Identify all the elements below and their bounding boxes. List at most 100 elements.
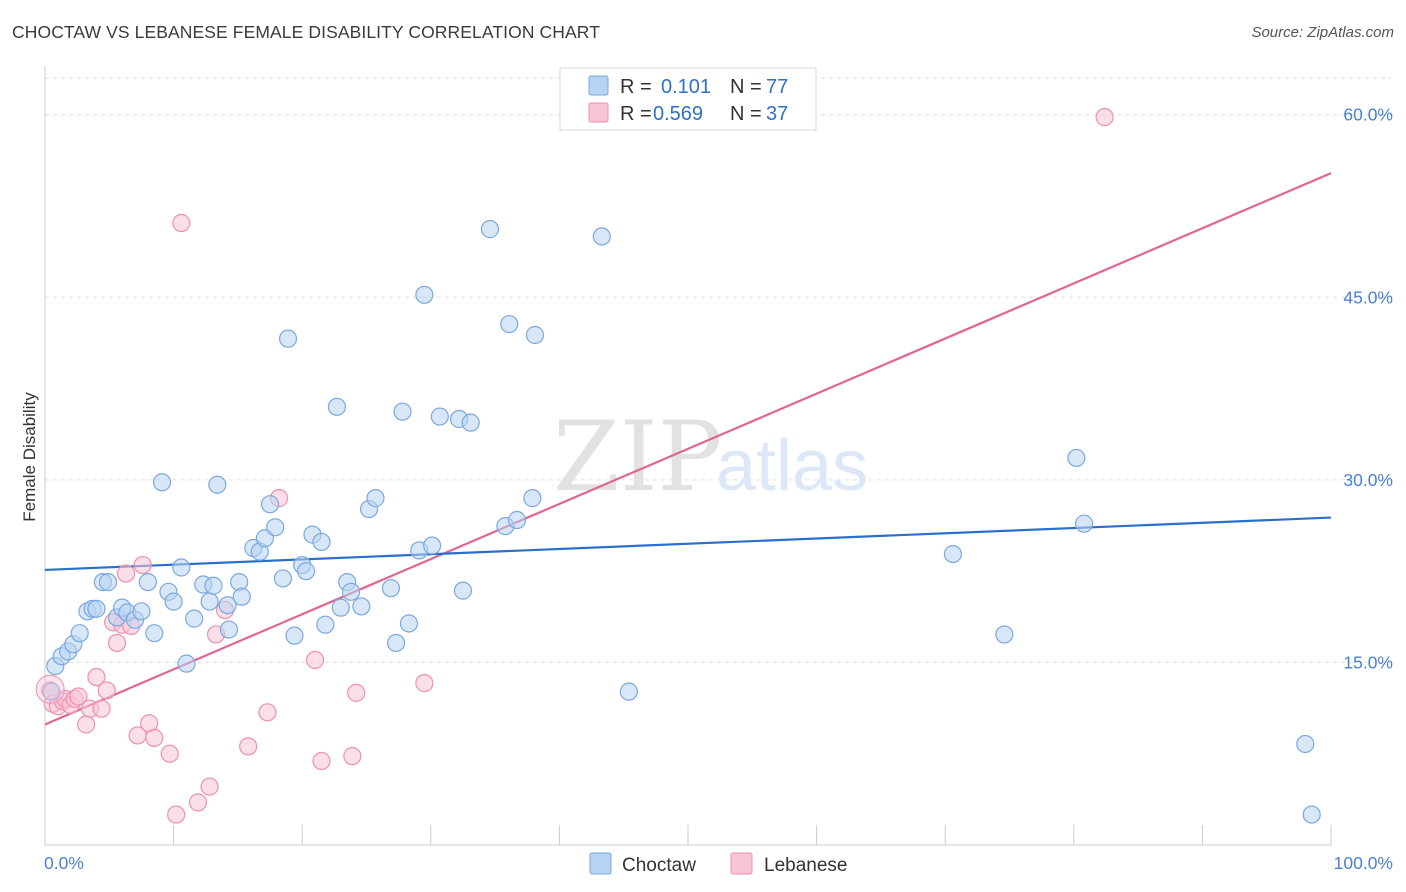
choctaw-point-36 (273, 569, 293, 588)
lebanese-point-25 (188, 793, 208, 812)
choctaw-point-7 (87, 599, 106, 618)
choctaw-point-19 (164, 592, 183, 611)
choctaw-trend-line (44, 516, 1332, 572)
choctaw-point-61 (461, 413, 480, 432)
choctaw-point-54 (399, 614, 419, 633)
trend-lines (44, 172, 1332, 726)
choctaw-point-72 (1067, 448, 1086, 468)
source-label: Source: ZipAtlas.com (1251, 24, 1394, 41)
choctaw-point-38 (285, 626, 304, 645)
choctaw-point-50 (366, 489, 385, 508)
choctaw-point-60 (453, 581, 473, 600)
stats-legend: R = 0.101 N = 77 R = 0.569 N = 37 (559, 67, 817, 131)
lebanese-point-24 (172, 213, 191, 233)
lebanese-point-19 (133, 555, 152, 575)
lebanese-point-10 (87, 667, 106, 687)
choctaw-point-64 (500, 314, 519, 334)
choctaw-point-68 (592, 227, 611, 246)
choctaw-point-62 (480, 220, 500, 239)
lebanese-point-14 (107, 633, 127, 653)
lebanese-r-label: R = (620, 103, 652, 125)
y-tick-label-1: 30.0% (1343, 470, 1393, 490)
choctaw-point-42 (312, 532, 331, 552)
choctaw-point-57 (422, 536, 442, 555)
y-tick-label-3: 60.0% (1343, 105, 1393, 125)
choctaw-point-16 (145, 624, 164, 643)
choctaw-point-37 (278, 329, 298, 348)
choctaw-point-43 (316, 615, 335, 634)
lebanese-n-label: N = (730, 103, 762, 125)
choctaw-point-48 (352, 597, 371, 616)
choctaw-legend-swatch (589, 852, 612, 875)
choctaw-r-label: R = (620, 76, 652, 98)
lebanese-point-30 (258, 703, 277, 722)
choctaw-point-76 (42, 682, 61, 701)
lebanese-point-23 (167, 805, 186, 824)
choctaw-point-34 (260, 495, 280, 514)
lebanese-point-16 (116, 564, 136, 583)
choctaw-point-4 (70, 624, 89, 643)
y-tick-label-2: 45.0% (1343, 287, 1393, 307)
lebanese-n-value: 37 (766, 103, 788, 125)
axes (44, 66, 1332, 846)
lebanese-swatch (588, 102, 609, 123)
lebanese-point-36 (415, 674, 434, 693)
chart-title: CHOCTAW VS LEBANESE FEMALE DISABILITY CO… (12, 22, 600, 42)
choctaw-point-28 (219, 620, 238, 639)
lebanese-point-34 (343, 747, 362, 766)
choctaw-point-20 (172, 558, 191, 577)
lebanese-point-33 (312, 751, 331, 771)
choctaw-point-24 (200, 592, 219, 611)
y-axis-title: Female Disability (20, 392, 39, 522)
choctaw-point-74 (1296, 734, 1315, 754)
lebanese-point-12 (97, 681, 116, 700)
lebanese-point-29 (239, 737, 258, 756)
choctaw-point-51 (381, 579, 401, 598)
choctaw-n-value: 77 (766, 76, 788, 98)
tick-labels: 15.0% 30.0% 45.0% 60.0% 0.0% 100.0% (44, 105, 1393, 873)
lebanese-point-8 (77, 715, 96, 734)
choctaw-r-value: 0.101 (661, 76, 711, 98)
lebanese-point-26 (200, 777, 219, 796)
choctaw-point-71 (995, 625, 1014, 644)
choctaw-point-47 (341, 582, 361, 601)
watermark: ZIP atlas (553, 401, 868, 513)
choctaw-point-9 (98, 572, 118, 592)
lebanese-point-35 (347, 683, 366, 702)
choctaw-point-35 (266, 518, 285, 537)
lebanese-point-11 (92, 699, 111, 718)
choctaw-point-58 (430, 407, 449, 426)
choctaw-point-27 (218, 596, 237, 615)
choctaw-swatch (588, 75, 609, 96)
choctaw-point-69 (619, 682, 638, 701)
choctaw-point-44 (327, 397, 347, 416)
lebanese-trend-line (44, 172, 1332, 726)
choctaw-point-22 (185, 609, 204, 628)
choctaw-point-26 (208, 475, 227, 494)
choctaw-point-53 (393, 402, 412, 421)
choctaw-point-75 (1302, 805, 1321, 824)
lebanese-point-22 (160, 744, 179, 763)
choctaw-legend-label: Choctaw (622, 855, 696, 876)
choctaw-point-45 (331, 598, 350, 617)
choctaw-point-15 (138, 572, 157, 592)
choctaw-point-14 (132, 602, 151, 621)
choctaw-point-73 (1074, 514, 1094, 533)
choctaw-point-52 (386, 633, 406, 653)
choctaw-point-67 (525, 325, 545, 345)
overlap-bubble (35, 674, 65, 704)
lebanese-legend-label: Lebanese (764, 855, 847, 876)
choctaw-point-40 (296, 562, 316, 581)
series-legend: Choctaw Lebanese (589, 852, 847, 876)
lebanese-legend-swatch (730, 852, 753, 875)
choctaw-point-70 (943, 544, 963, 564)
choctaw-point-30 (232, 587, 251, 606)
choctaw-point-25 (204, 576, 223, 595)
choctaw-point-56 (415, 285, 434, 304)
choctaw-point-66 (523, 489, 542, 508)
x-tick-label-min: 0.0% (44, 853, 84, 873)
choctaw-point-65 (507, 510, 527, 530)
lebanese-point-7 (69, 687, 88, 706)
grid-lines (45, 77, 1391, 663)
